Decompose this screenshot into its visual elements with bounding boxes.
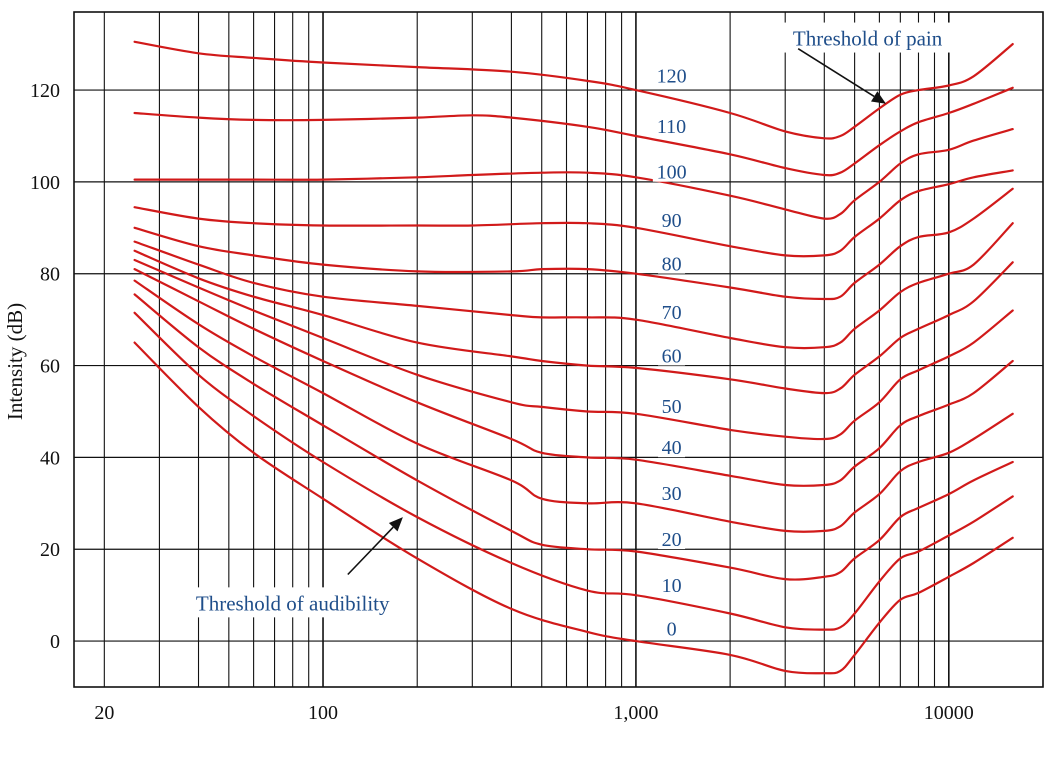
- curve-labels: 0 10 20 30 40 50 60 70 80 90 100 110 120: [652, 63, 691, 641]
- phon-label-50: 50: [662, 396, 682, 418]
- phon-label-30: 30: [662, 483, 682, 505]
- phon-label-40: 40: [662, 437, 682, 459]
- phon-label-backing: [652, 113, 691, 136]
- phon-curve-50: [133, 258, 1014, 441]
- threshold-of-pain-label: Threshold of pain: [793, 27, 943, 51]
- phon-label-backing: [658, 393, 686, 416]
- phon-label-backing: [658, 343, 686, 366]
- phon-curve-30: [133, 279, 1014, 533]
- threshold-of-audibility-label: Threshold of audibility: [196, 591, 390, 615]
- phon-curve-90: [133, 169, 1014, 258]
- phon-label-80: 80: [662, 254, 682, 276]
- phon-label-0: 0: [667, 619, 677, 641]
- y-tick-label: 0: [50, 631, 60, 653]
- y-tick-label: 120: [30, 80, 60, 102]
- annotation-arrowhead: [871, 91, 886, 104]
- x-tick-label: 1,000: [613, 702, 658, 724]
- annotation-backing: [169, 587, 417, 618]
- phon-label-backing: [658, 527, 686, 550]
- y-tick-label: 100: [30, 172, 60, 194]
- plot-frame: [73, 11, 1044, 688]
- annotation-backing: [775, 22, 961, 53]
- phon-label-60: 60: [662, 345, 682, 367]
- annotations: Threshold of pain Threshold of audibility: [169, 22, 961, 618]
- annotation-arrowhead: [388, 517, 403, 532]
- x-tick-label: 10000: [924, 702, 974, 724]
- phon-curve-70: [133, 222, 1014, 350]
- phon-curve-100: [133, 128, 1014, 220]
- phon-label-backing: [658, 481, 686, 504]
- phon-label-110: 110: [657, 116, 686, 138]
- phon-label-70: 70: [662, 302, 682, 324]
- phon-label-20: 20: [662, 529, 682, 551]
- phon-label-120: 120: [657, 65, 687, 87]
- phon-curve-80: [133, 187, 1014, 301]
- annotation-arrow: [347, 526, 394, 576]
- phon-label-backing: [658, 299, 686, 322]
- phon-curve-120: [133, 40, 1014, 140]
- phon-label-10: 10: [662, 575, 682, 597]
- phon-label-backing: [652, 159, 691, 182]
- y-axis-label: Intensity (dB): [3, 303, 27, 420]
- curves: [133, 40, 1014, 675]
- phon-curve-0: [133, 341, 1014, 675]
- phon-curve-10: [133, 311, 1014, 631]
- y-tick-label: 40: [40, 447, 60, 469]
- y-tick-label: 20: [40, 539, 60, 561]
- grid: [74, 12, 1044, 687]
- phon-curve-40: [133, 268, 1014, 487]
- annotation-arrow: [797, 48, 875, 98]
- phon-label-backing: [663, 616, 680, 639]
- x-tick-label: 100: [308, 702, 338, 724]
- y-tick-label: 80: [40, 264, 60, 286]
- phon-label-backing: [658, 435, 686, 458]
- phon-label-backing: [652, 63, 691, 86]
- phon-label-backing: [658, 207, 686, 230]
- phon-label-backing: [658, 251, 686, 274]
- phon-label-100: 100: [657, 162, 687, 184]
- phon-label-90: 90: [662, 210, 682, 232]
- phon-curve-60: [133, 249, 1014, 395]
- x-tick-label: 20: [94, 702, 114, 724]
- phon-curve-110: [133, 86, 1014, 177]
- y-tick-label: 60: [40, 356, 60, 378]
- phon-label-backing: [658, 572, 686, 595]
- phon-curve-20: [133, 293, 1014, 581]
